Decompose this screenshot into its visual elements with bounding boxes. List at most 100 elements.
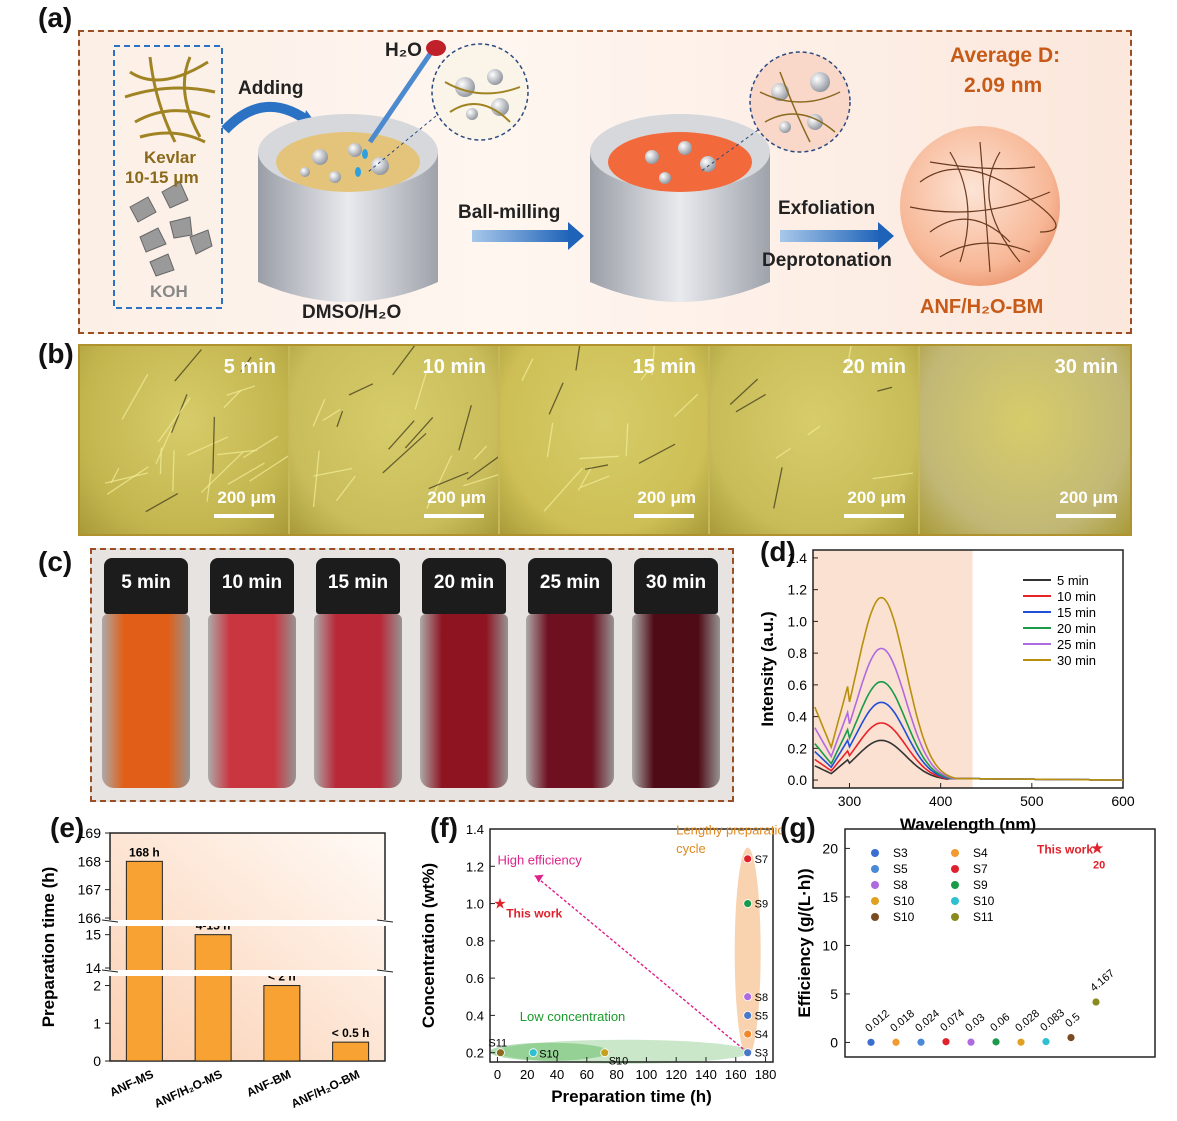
fiber bbox=[312, 398, 326, 427]
data-point bbox=[743, 992, 753, 1002]
fiber bbox=[172, 450, 175, 492]
data-point bbox=[991, 1037, 1001, 1047]
fiber bbox=[240, 356, 252, 373]
panel-label-a: (a) bbox=[38, 2, 73, 33]
vial-1: 5 min bbox=[98, 558, 194, 790]
milling-jar-2 bbox=[590, 114, 770, 302]
point-label: S10 bbox=[539, 1049, 559, 1061]
fiber bbox=[546, 422, 554, 458]
legend-label: S7 bbox=[973, 862, 988, 876]
fiber bbox=[428, 471, 469, 490]
low-concentration-core bbox=[490, 1042, 610, 1061]
legend-label: S8 bbox=[893, 878, 908, 892]
concentration-chart: 0 20 40 60 80 100 120 140 160 180 0.2 0.4 0.6 0.8 1.0 1… bbox=[419, 822, 783, 1106]
x-axis-label: Preparation time (h) bbox=[551, 1087, 712, 1106]
fiber bbox=[121, 373, 149, 420]
panel-label-f: (f) bbox=[430, 812, 458, 843]
value-label: 0.018 bbox=[888, 1008, 917, 1035]
point-label: S3 bbox=[755, 1048, 768, 1060]
plot-frame bbox=[844, 828, 1156, 1058]
fiber bbox=[673, 393, 699, 418]
y-tick-label: 166 bbox=[78, 910, 102, 926]
fiber bbox=[458, 405, 472, 451]
y-tick-label: 1.0 bbox=[788, 613, 808, 629]
legend-label: S9 bbox=[973, 878, 988, 892]
pipette-icon bbox=[355, 40, 446, 177]
fiber bbox=[312, 450, 320, 507]
uv-vis-chart: 300 400 500 6000.00.20.40.60.81.01.21.4Wave… bbox=[758, 549, 1135, 834]
avg-diameter-value: 2.09 nm bbox=[964, 74, 1043, 97]
fiber bbox=[577, 466, 593, 491]
fiber bbox=[187, 436, 229, 456]
data-point bbox=[1066, 1033, 1076, 1042]
annotation-low-concentration: Low concentration bbox=[520, 1009, 626, 1024]
y-tick-label: 0.2 bbox=[466, 1046, 484, 1061]
x-tick-label: 120 bbox=[665, 1067, 687, 1082]
arrow-head bbox=[534, 874, 544, 883]
anf-sphere bbox=[900, 126, 1060, 286]
fiber bbox=[336, 410, 344, 428]
data-point bbox=[941, 1037, 951, 1047]
legend-marker bbox=[871, 897, 879, 905]
vial-4: 20 min bbox=[416, 558, 512, 790]
schematic-drawing bbox=[113, 40, 1060, 309]
x-tick-label: 160 bbox=[725, 1067, 747, 1082]
data-point bbox=[743, 1029, 753, 1039]
data-point bbox=[1041, 1037, 1051, 1047]
data-point bbox=[496, 1048, 505, 1058]
y-axis-label: Intensity (a.u.) bbox=[758, 611, 777, 726]
scale-label: 200 μm bbox=[637, 488, 696, 507]
y-tick-label: 0.8 bbox=[466, 934, 484, 949]
fiber bbox=[217, 449, 258, 456]
data-point bbox=[743, 1048, 753, 1058]
x-tick-label: 20 bbox=[520, 1067, 534, 1082]
y-tick-label: 14 bbox=[85, 960, 101, 976]
micrograph-strip: 5 min 200 μm 10 min 200 μm 15 min 200 μm… bbox=[78, 344, 1132, 536]
x-tick-label: 400 bbox=[929, 793, 953, 809]
this-work-marker: ★ bbox=[493, 896, 506, 913]
y-tick-label: 0 bbox=[93, 1053, 101, 1069]
fiber bbox=[463, 474, 498, 487]
fiber bbox=[775, 447, 791, 459]
axis-break-mark bbox=[101, 919, 119, 923]
schematic-panel: Kevlar 10-15 μm KOH Adding H₂O DMSO/H₂O … bbox=[78, 30, 1132, 334]
kevlar-size-label: 10-15 μm bbox=[125, 168, 199, 187]
y-tick-label: 5 bbox=[830, 986, 838, 1002]
point-label: S5 bbox=[755, 1010, 768, 1022]
vial-time: 20 min bbox=[433, 572, 495, 593]
legend-label: S5 bbox=[893, 862, 908, 876]
exfoliation-label: Exfoliation bbox=[778, 198, 876, 219]
point-label: S11 bbox=[488, 1038, 507, 1050]
vial-time: 15 min bbox=[327, 572, 389, 593]
fiber bbox=[872, 472, 914, 480]
fiber bbox=[145, 493, 179, 513]
micrograph-time: 5 min bbox=[223, 356, 276, 378]
legend-marker bbox=[951, 865, 959, 873]
micrograph-1: 5 min 200 μm bbox=[80, 346, 288, 534]
x-tick-label: 60 bbox=[580, 1067, 594, 1082]
value-label: 0.012 bbox=[863, 1008, 892, 1035]
panel-label-b: (b) bbox=[38, 338, 74, 369]
fiber bbox=[846, 346, 852, 369]
efficiency-arrow bbox=[534, 875, 744, 1050]
value-label: 0.06 bbox=[988, 1011, 1012, 1034]
fiber bbox=[466, 456, 498, 480]
value-label: 0.074 bbox=[938, 1007, 967, 1034]
micrograph-2: 10 min 200 μm bbox=[290, 346, 498, 534]
fiber bbox=[426, 455, 453, 509]
y-tick-label: 0.6 bbox=[788, 677, 808, 693]
legend-label: 15 min bbox=[1057, 605, 1096, 620]
water-label: H₂O bbox=[385, 40, 422, 61]
fiber bbox=[473, 445, 488, 460]
category-label: ANF-BM bbox=[244, 1067, 293, 1100]
fiber bbox=[242, 435, 278, 459]
fiber bbox=[807, 425, 821, 436]
kevlar-fiber-icon bbox=[124, 56, 216, 144]
data-point bbox=[600, 1048, 610, 1058]
y-tick-label: 0.0 bbox=[788, 772, 808, 788]
legend-marker bbox=[951, 849, 959, 857]
y-tick-label: 167 bbox=[78, 882, 102, 898]
vial-6: 30 min bbox=[628, 558, 724, 790]
panel-label-c: (c) bbox=[38, 546, 73, 577]
fiber bbox=[392, 346, 416, 376]
